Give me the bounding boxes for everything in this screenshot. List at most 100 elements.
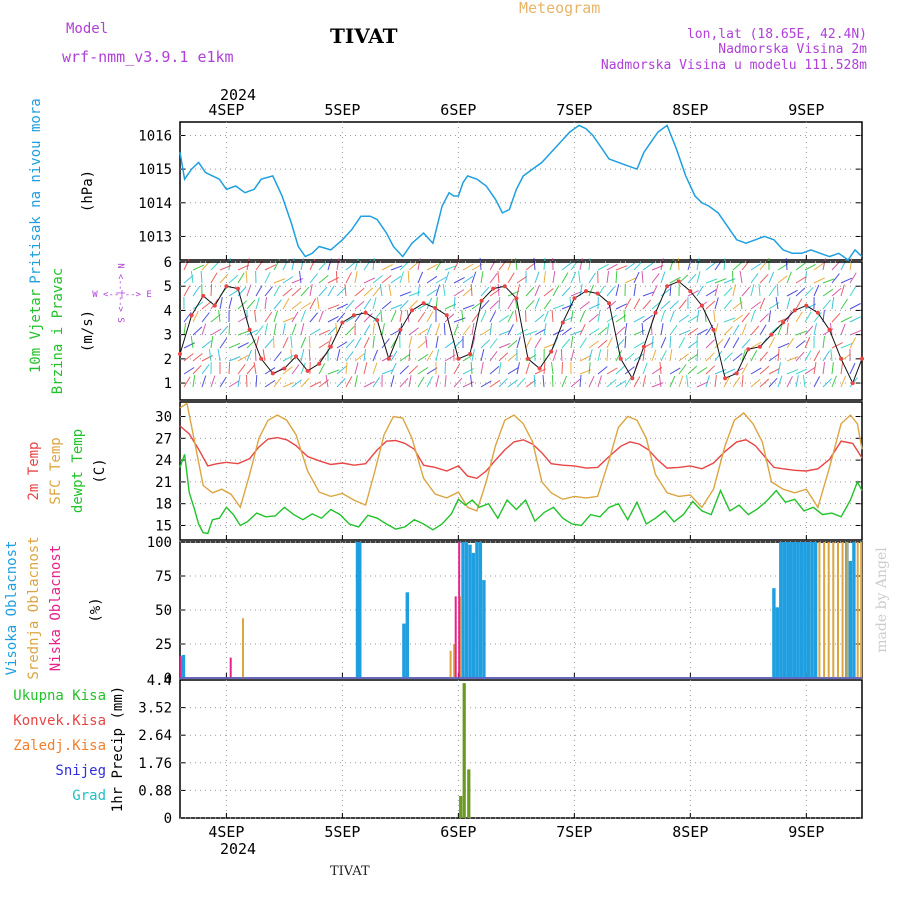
watermark: made by Angel (874, 547, 890, 653)
wind-barb (739, 271, 743, 284)
wind-barb (426, 350, 434, 362)
wind-barb (514, 310, 518, 323)
wind-barb (363, 287, 374, 297)
ytick-label-precip-4: 3.52 (138, 701, 172, 717)
wind-barb (768, 310, 772, 323)
wind-barb (426, 323, 432, 336)
wind-barb (264, 323, 268, 336)
cloud-bar-1 (860, 542, 863, 678)
wind-speed-point (502, 284, 507, 289)
wind-barb (435, 349, 440, 362)
wind-barb (462, 354, 474, 362)
wind-barb (489, 259, 497, 271)
ytick-label-precip-3: 2.64 (138, 728, 172, 744)
wind-barb (624, 298, 632, 310)
wind-barb (381, 338, 390, 349)
wind-speed-point (386, 356, 391, 361)
wind-barb (381, 264, 393, 271)
wind-barb (381, 369, 394, 375)
wind-barb (354, 287, 365, 297)
wind-barb (795, 375, 799, 388)
wind-barb (300, 258, 304, 271)
ytick-label-cloud-4: 100 (147, 535, 172, 551)
top-date-label-3: 7SEP (556, 101, 592, 119)
wind-barb (435, 375, 440, 388)
wind-barb (262, 349, 266, 362)
wind-barb (642, 362, 648, 375)
wind-barb (228, 342, 241, 349)
ylabel-wind: (m/s) (80, 310, 96, 352)
cloud-bar-0 (786, 542, 790, 678)
cloud-bar-2 (458, 542, 461, 678)
wind-barb (210, 336, 214, 349)
wind-barb (345, 351, 354, 362)
wind-barb (561, 338, 571, 349)
wind-barb (372, 275, 383, 284)
cloud-bar-0 (803, 542, 807, 678)
wind-barb (417, 271, 424, 284)
wind-barb (840, 342, 853, 349)
cloud-bar-0 (793, 542, 797, 678)
wind-barb (516, 336, 521, 349)
wind-barb (363, 298, 372, 310)
wind-speed-point (247, 327, 252, 332)
wind-barb (210, 314, 221, 323)
wind-barb (489, 323, 493, 336)
wind-barb (669, 325, 678, 336)
cloud-bar-0 (478, 542, 483, 678)
wind-barb (525, 299, 535, 310)
wind-barb (795, 311, 803, 323)
wind-barb (777, 275, 788, 284)
wind-barb (669, 258, 675, 271)
wind-barb (705, 300, 716, 310)
wind-barb (453, 363, 461, 375)
wind-barb (462, 263, 474, 271)
wind-barb (597, 375, 602, 388)
ylabel-pressure: (hPa) (80, 170, 96, 212)
wind-barb (462, 287, 473, 297)
wind-barb (327, 304, 340, 310)
wind-barb (606, 348, 609, 362)
wind-barb (579, 258, 583, 271)
wind-barb (201, 364, 210, 375)
wind-barb (426, 297, 433, 310)
wind-barb (759, 297, 766, 310)
wind-barb (462, 325, 471, 336)
wind-barb (309, 273, 318, 284)
wind-barb (642, 262, 654, 271)
wind-barb (750, 273, 759, 284)
wind-barb (660, 350, 667, 362)
ytick-label-temperature-1: 18 (155, 497, 172, 513)
wind-barb (741, 363, 749, 375)
top-date-label-5: 9SEP (788, 101, 824, 119)
wind-barb (840, 323, 846, 336)
wind-barb (570, 349, 575, 362)
wind-barb (687, 290, 699, 297)
wind-barb (444, 313, 455, 323)
wind-barb (804, 366, 816, 375)
wind-barb (453, 317, 466, 323)
wind-barb (462, 304, 475, 310)
wind-barb (372, 297, 377, 310)
wind-barb (597, 366, 608, 375)
wind-barb (624, 262, 636, 271)
wind-barb (651, 284, 658, 297)
wind-barb (408, 300, 418, 310)
wind-barb (192, 326, 203, 336)
wind-barb (453, 259, 460, 271)
wind-barb (759, 378, 770, 388)
wind-barb (840, 316, 853, 323)
wind-barb (705, 339, 715, 349)
wind-barb (507, 272, 515, 284)
wind-barb (219, 297, 223, 310)
wind-barb (516, 362, 520, 375)
wind-barb (677, 257, 680, 271)
wind-barb (579, 374, 582, 388)
wind-barb (345, 299, 355, 310)
wind-barb (849, 329, 862, 336)
wind-speed-point (699, 303, 704, 308)
wind-barb (525, 362, 531, 375)
wind-barb (210, 375, 216, 388)
wind-barb (237, 342, 249, 349)
wind-barb (381, 300, 392, 310)
